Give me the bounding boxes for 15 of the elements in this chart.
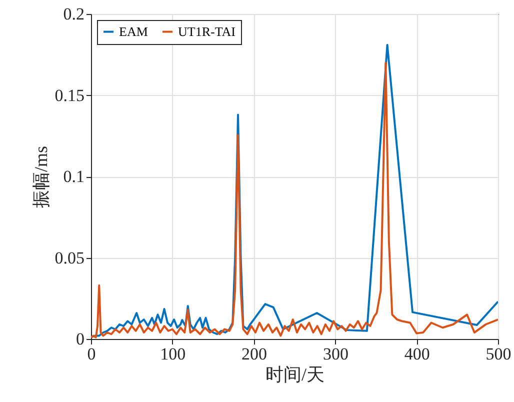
y-axis-title: 振幅/ms xyxy=(30,146,51,208)
y-tick-label: 0.15 xyxy=(54,86,84,105)
x-tick-label: 0 xyxy=(87,344,96,364)
x-axis-title: 时间/天 xyxy=(265,364,325,384)
x-tick-label: 400 xyxy=(404,344,430,364)
y-tick-label: 0.05 xyxy=(54,248,84,268)
x-tick-label: 500 xyxy=(486,344,512,364)
legend-label: UT1R-TAI xyxy=(178,24,236,39)
y-tick-label: 0.2 xyxy=(63,4,84,24)
y-tick-label: 0 xyxy=(76,330,84,348)
legend-label: EAM xyxy=(119,24,148,39)
x-tick-label: 300 xyxy=(322,344,348,364)
x-tick-label: 200 xyxy=(242,344,268,364)
y-tick-label: 0.1 xyxy=(63,167,84,186)
x-tick-label: 100 xyxy=(160,344,186,364)
